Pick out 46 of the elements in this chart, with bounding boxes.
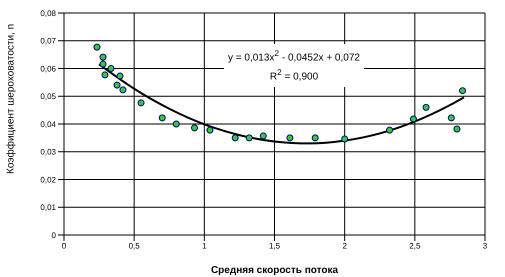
y-tick-label: 0,04	[40, 120, 57, 129]
x-tick-label: 0,5	[128, 242, 140, 251]
point	[119, 86, 126, 94]
y-tick-label: 0	[52, 230, 57, 240]
point	[312, 134, 319, 142]
point	[286, 134, 294, 142]
point	[100, 60, 107, 68]
x-axis-title: Средняя скорость потока	[210, 265, 338, 276]
point	[206, 126, 214, 134]
point	[260, 132, 267, 140]
x-tick-label: 1,5	[268, 242, 281, 251]
x-tick-label: 2,5	[409, 242, 421, 251]
y-tick-label: 0,08	[40, 8, 57, 18]
equation-box: y = 0,013x$^{2}$ - 0,0452x + 0,072 R$^{2}$ = 0,900	[224, 44, 364, 87]
point	[100, 54, 107, 61]
y-tick-label: 0,05	[40, 92, 57, 102]
point	[191, 124, 198, 132]
x-tick-label: 1	[202, 242, 208, 251]
y-tick-label: 0,02	[40, 175, 57, 184]
point	[172, 120, 180, 128]
point	[158, 114, 166, 122]
point	[93, 44, 100, 51]
annotation: y = 0,013x$^{2}$ - 0,0452x + 0,072	[228, 47, 360, 66]
point	[459, 87, 466, 94]
point	[453, 125, 460, 132]
x-tick-label: 3	[482, 242, 488, 251]
point	[410, 116, 417, 123]
x-tick-label: 0	[62, 242, 67, 251]
y-tick-label: 0,06	[40, 64, 57, 74]
point	[138, 99, 145, 106]
point	[116, 72, 124, 80]
point	[386, 126, 394, 134]
point	[108, 65, 115, 72]
point	[422, 104, 430, 111]
x-tick-label: 2	[342, 242, 348, 251]
point	[341, 135, 348, 142]
point	[246, 134, 253, 142]
annotation: R$^{2}$ = 0,900	[268, 66, 320, 85]
y-axis-title: Коэффициент шероховатости, n	[6, 24, 17, 174]
y-tick-label: 0,01	[40, 203, 57, 212]
point	[232, 134, 239, 142]
point	[114, 82, 121, 89]
point	[101, 71, 108, 78]
y-tick-label: 0,03	[40, 148, 57, 157]
point	[448, 114, 455, 122]
y-tick-label: 0,07	[40, 36, 57, 46]
